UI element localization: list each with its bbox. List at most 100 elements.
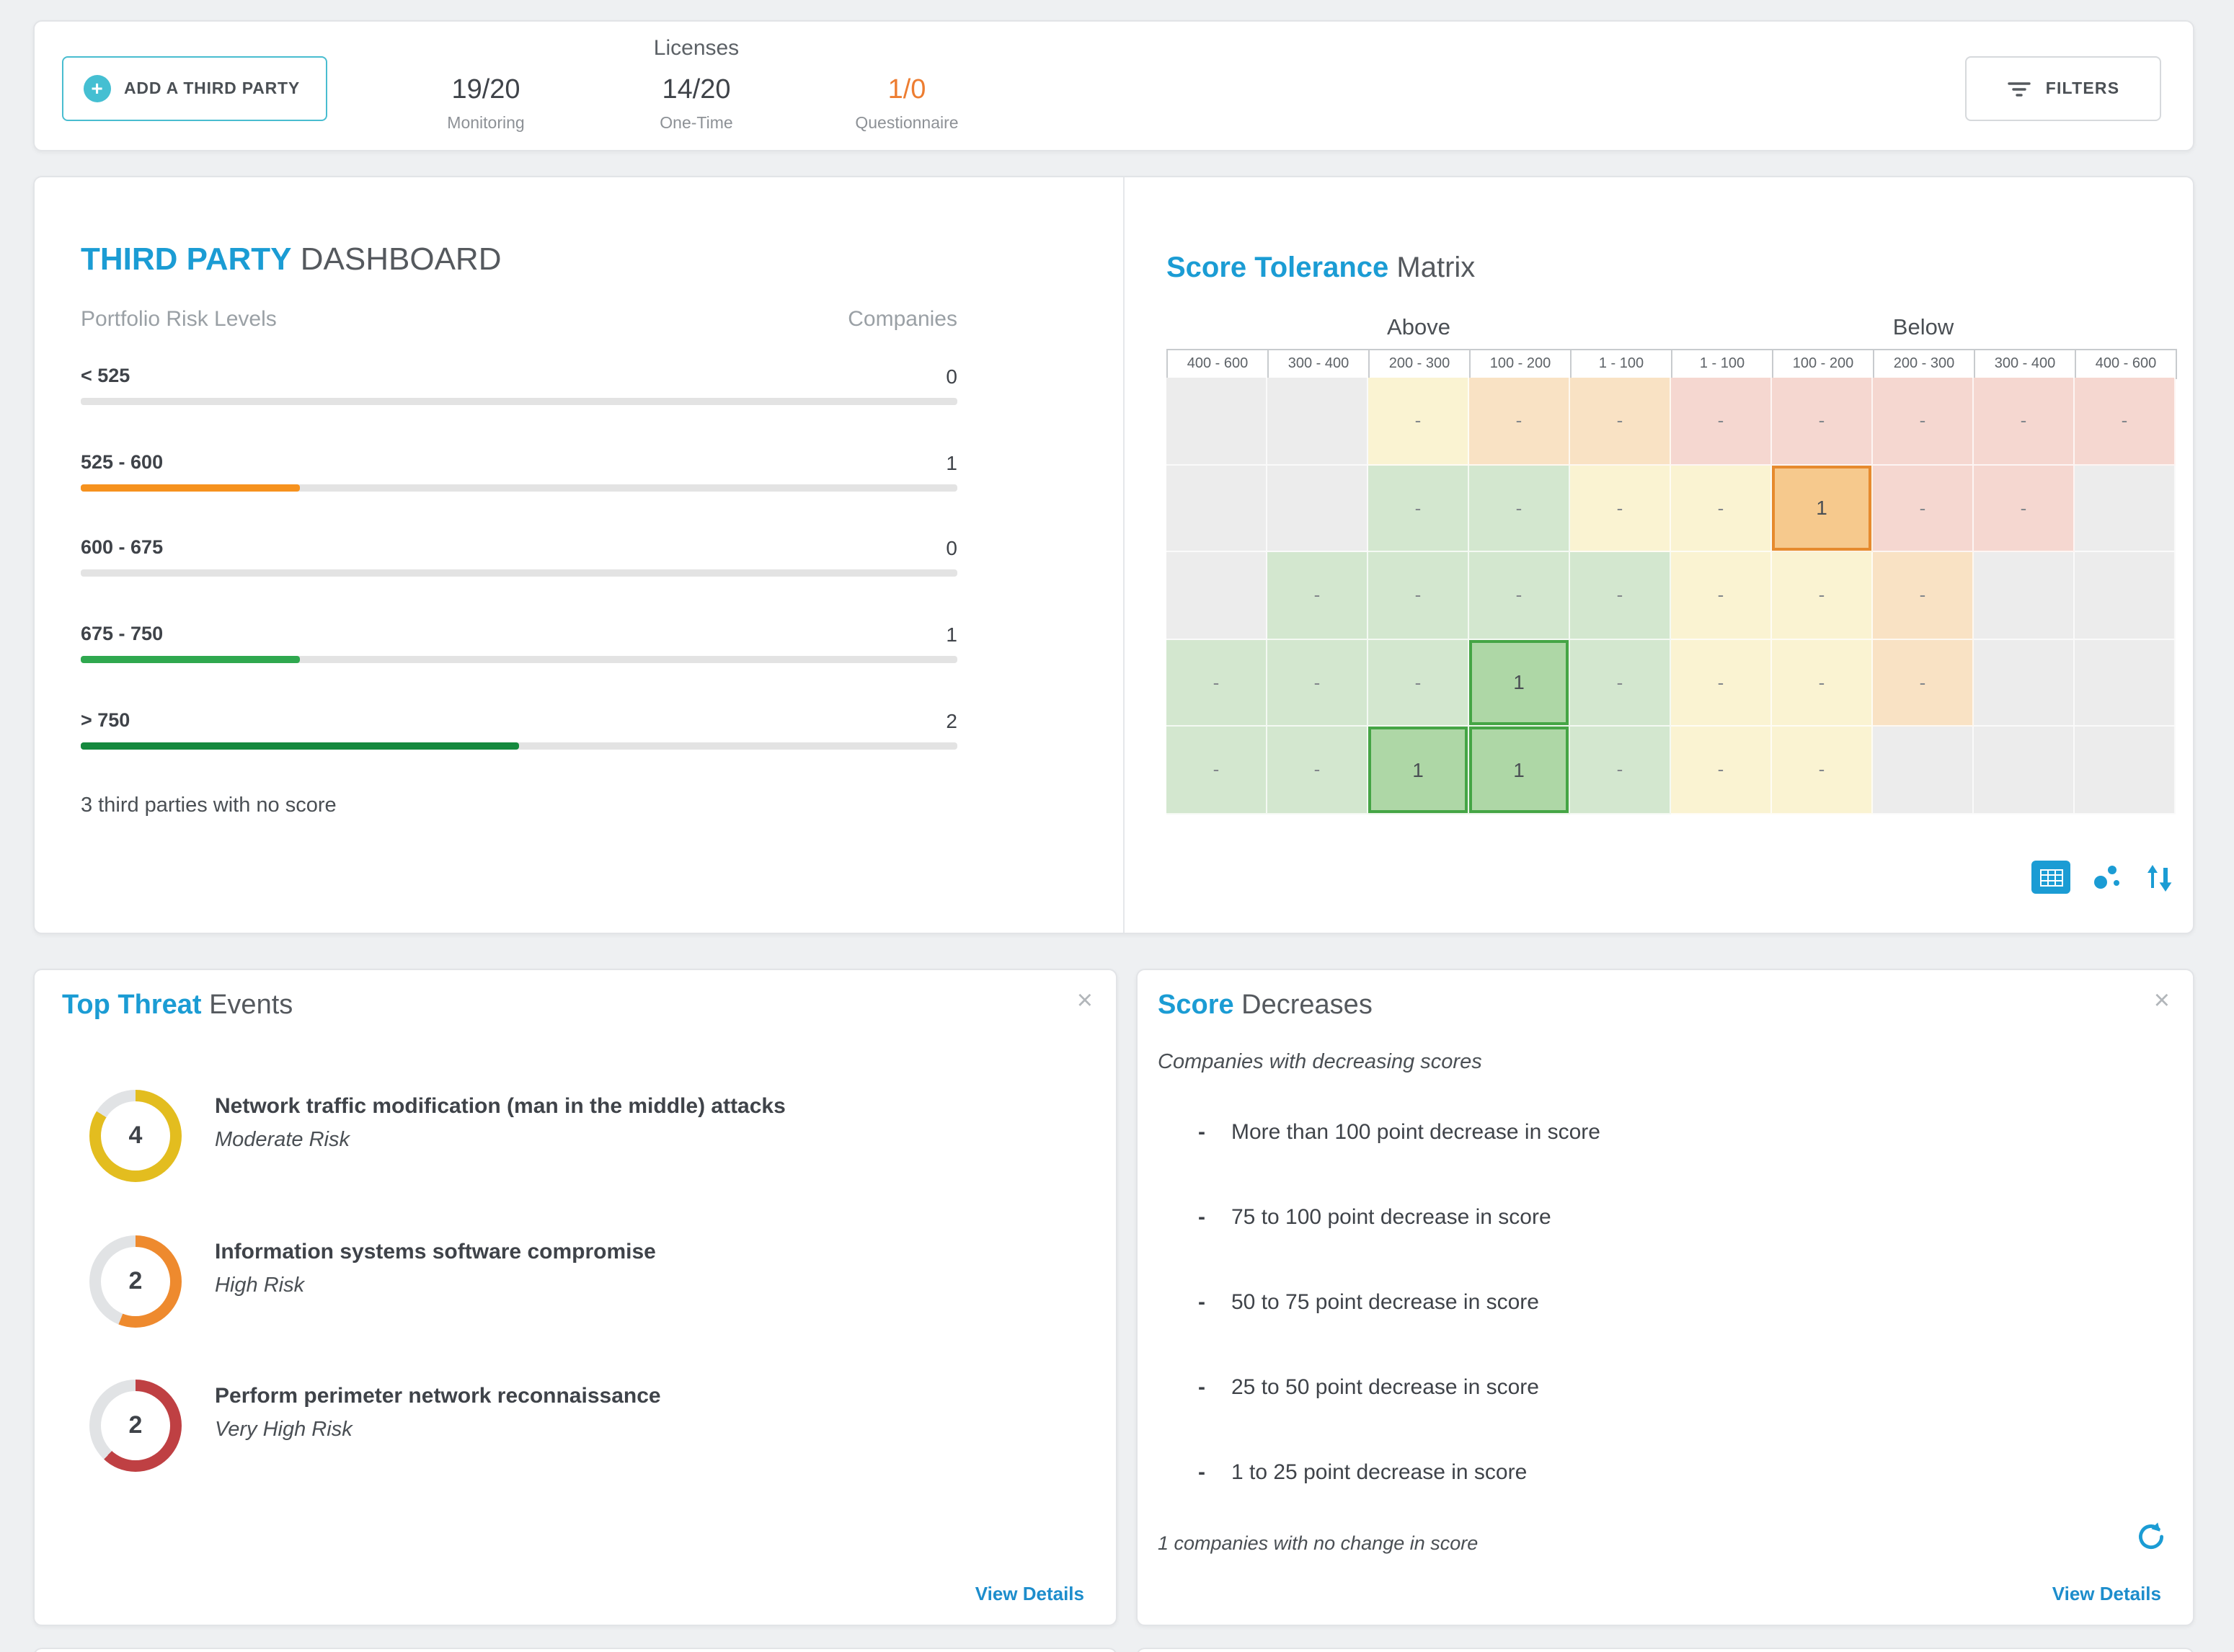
matrix-cell[interactable]: - [1166,727,1267,814]
matrix-cell[interactable]: 1 [1368,727,1469,814]
matrix-column-header: 400 - 600 [1168,350,1269,378]
dashboard-title-accent: THIRD PARTY [81,241,292,277]
matrix-cell[interactable]: - [1772,552,1873,639]
refresh-button[interactable] [2135,1521,2167,1557]
matrix-cell[interactable]: - [1671,552,1772,639]
matrix-cell [1873,727,1974,814]
threat-risk-label: High Risk [215,1274,305,1297]
matrix-cell[interactable]: - [1772,727,1873,814]
score-tolerance-matrix-panel: Score Tolerance Matrix Above Below 400 -… [1166,177,2196,933]
matrix-cell [1166,465,1267,552]
threat-risk-label: Moderate Risk [215,1129,350,1152]
matrix-cell[interactable]: - [1570,727,1671,814]
no-change-note: 1 companies with no change in score [1158,1532,1479,1554]
score-decreases-card: Score Decreases × Companies with decreas… [1136,969,2194,1626]
matrix-cell [2075,552,2176,639]
matrix-grid-view-button[interactable] [2031,861,2070,894]
matrix-title: Score Tolerance Matrix [1166,252,1475,285]
matrix-column-header: 1 - 100 [1572,350,1672,378]
matrix-cell[interactable]: - [1873,378,1974,465]
matrix-cell[interactable]: 1 [1469,727,1570,814]
decreases-view-details-link[interactable]: View Details [2052,1583,2161,1604]
score-decrease-row: - 50 to 75 point decrease in score [1158,1279,2167,1364]
close-icon[interactable]: × [1076,986,1093,1016]
risk-level-count: 0 [946,365,957,388]
dashboard-title-rest: DASHBOARD [291,241,502,277]
threat-title: Network traffic modification (man in the… [215,1094,786,1119]
threats-title: Top Threat Events [62,990,293,1022]
third-party-dashboard-card: THIRD PARTY DASHBOARD Portfolio Risk Lev… [33,176,2194,934]
matrix-cell[interactable]: 1 [1469,639,1570,727]
add-third-party-button[interactable]: + ADD A THIRD PARTY [62,56,328,121]
up-down-arrows-icon [2147,864,2172,891]
matrix-cell[interactable]: - [1267,727,1368,814]
threat-event-item: 4 Network traffic modification (man in th… [89,1071,1084,1216]
panel-divider [1123,177,1125,933]
matrix-cell[interactable]: - [1570,378,1671,465]
matrix-cell[interactable]: - [1873,639,1974,727]
matrix-scatter-view-button[interactable] [2092,863,2122,891]
score-decrease-value: - [1198,1460,1205,1485]
matrix-cell[interactable]: - [1368,639,1469,727]
filters-button[interactable]: FILTERS [1965,56,2161,121]
add-third-party-label: ADD A THIRD PARTY [124,80,301,97]
matrix-cell[interactable]: - [1368,552,1469,639]
matrix-cell[interactable]: - [1267,552,1368,639]
threats-view-details-link[interactable]: View Details [975,1583,1084,1604]
matrix-column-header: 300 - 400 [1269,350,1370,378]
matrix-cell[interactable]: - [1368,465,1469,552]
matrix-cell[interactable]: - [1671,465,1772,552]
license-stat: 1/0 Questionnaire [802,74,1012,133]
matrix-cell[interactable]: - [1166,639,1267,727]
matrix-row: -------- [1166,378,2176,465]
matrix-cell[interactable]: - [1873,465,1974,552]
close-icon[interactable]: × [2153,986,2170,1016]
matrix-cell [2075,639,2176,727]
matrix-cell [1166,378,1267,465]
threat-count: 4 [128,1122,143,1149]
matrix-cell[interactable]: - [1974,465,2075,552]
matrix-sort-button[interactable] [2144,863,2176,892]
risk-level-label: 600 - 675 [81,536,164,559]
score-decrease-value: - [1198,1375,1205,1400]
matrix-cell[interactable]: 1 [1772,465,1873,552]
decreases-title: Score Decreases [1158,990,1373,1022]
matrix-cell[interactable]: - [1570,465,1671,552]
matrix-column-header: 100 - 200 [1773,350,1874,378]
threat-risk-gauge: 2 [89,1235,182,1327]
license-stat: 19/20 Monitoring [381,74,591,133]
risk-level-count: 0 [946,536,957,560]
matrix-cell[interactable]: - [1570,639,1671,727]
license-stat: 14/20 One-Time [591,74,802,133]
matrix-cell[interactable]: - [1873,552,1974,639]
matrix-group-below: Below [1892,316,1954,340]
matrix-cell[interactable]: - [1469,378,1570,465]
matrix-cell[interactable]: - [1772,639,1873,727]
matrix-cell[interactable]: - [1267,639,1368,727]
threat-event-item: 2 Perform perimeter network reconnaissanc… [89,1361,1084,1506]
matrix-cell[interactable]: - [1368,378,1469,465]
filters-label: FILTERS [2045,80,2120,97]
matrix-cell[interactable]: - [1671,378,1772,465]
risk-level-count: 1 [946,450,957,474]
matrix-column-header: 1 - 100 [1672,350,1773,378]
portfolio-risk-levels-label: Portfolio Risk Levels [81,307,277,332]
matrix-cell[interactable]: - [1570,552,1671,639]
risk-level-list: < 525 0 525 - 600 1 600 - 675 0 675 - 750 1 > 75… [81,356,957,786]
threat-risk-label: Very High Risk [215,1418,353,1442]
matrix-cell[interactable]: - [1469,465,1570,552]
risk-level-row: 525 - 600 1 [81,442,957,528]
matrix-cell[interactable]: - [2075,378,2176,465]
matrix-cell[interactable]: - [1469,552,1570,639]
matrix-column-headers: 400 - 600 300 - 400 200 - 300 100 - 200 1 - … [1166,349,2177,379]
score-decrease-value: - [1198,1290,1205,1315]
matrix-cell[interactable]: - [1974,378,2075,465]
matrix-cell[interactable]: - [1671,639,1772,727]
score-decrease-row: - 1 to 25 point decrease in score [1158,1449,2167,1534]
matrix-cell[interactable]: - [1772,378,1873,465]
matrix-cell [2075,727,2176,814]
matrix-group-above: Above [1387,316,1450,340]
risk-level-row: 600 - 675 0 [81,528,957,614]
matrix-cell[interactable]: - [1671,727,1772,814]
